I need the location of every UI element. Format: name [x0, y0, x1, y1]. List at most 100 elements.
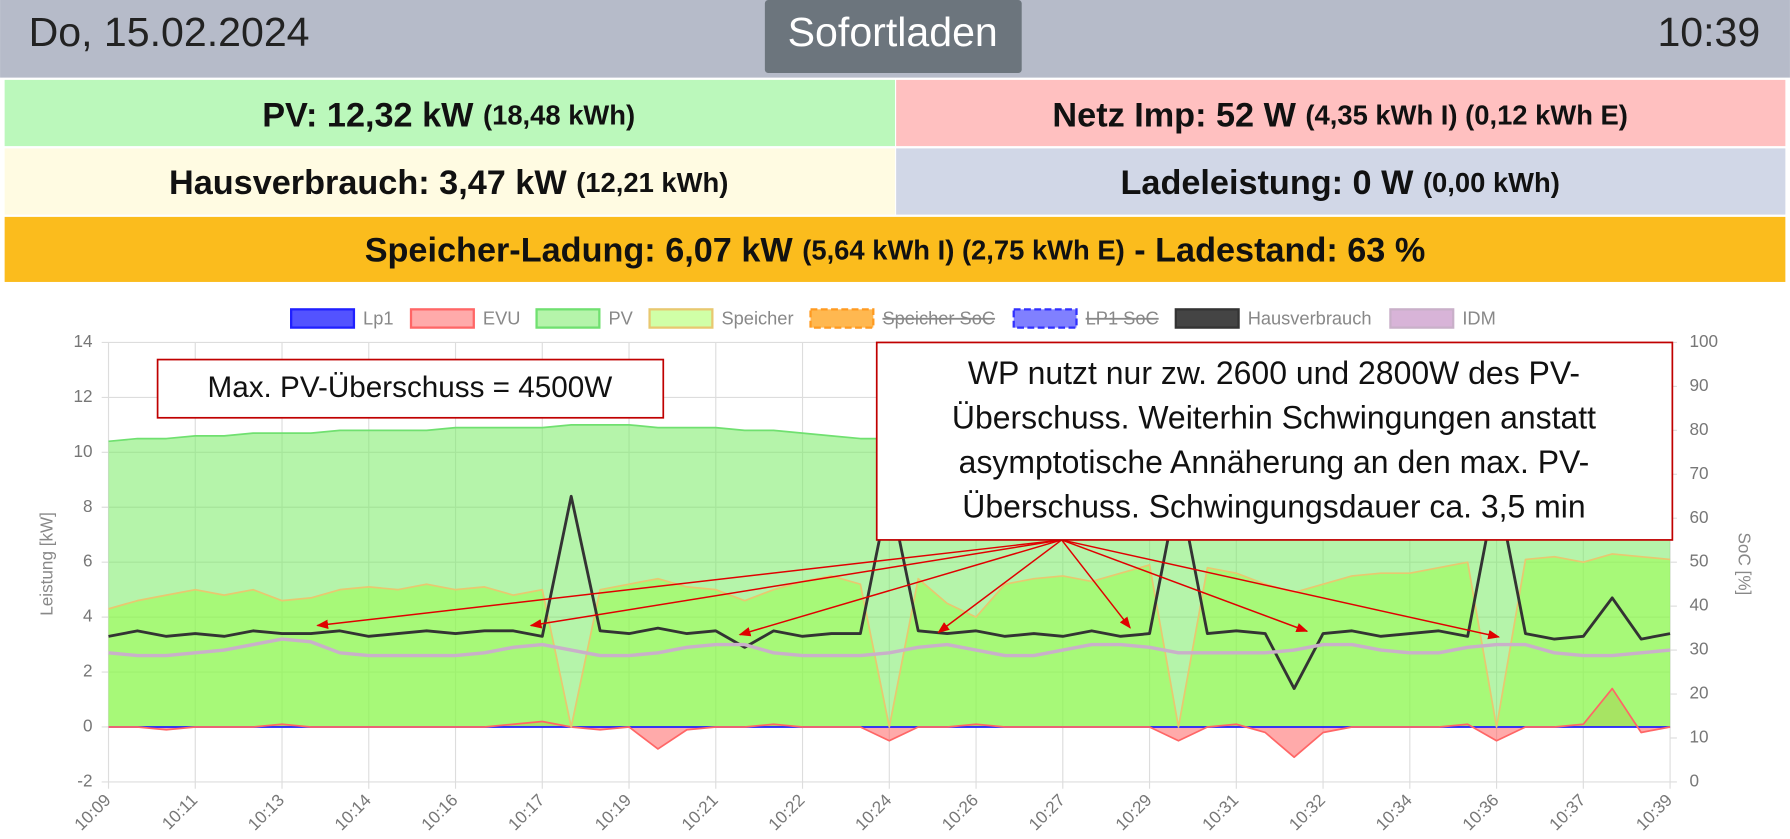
- grid-detail: (4,35 kWh I) (0,12 kWh E): [1305, 100, 1627, 131]
- x-tick-label: 10:11: [158, 790, 201, 833]
- x-tick-label: 10:13: [244, 790, 288, 834]
- annotation-arrow: [529, 539, 1062, 629]
- y2-tick-label: 90: [1689, 376, 1708, 395]
- pv-main: PV: 12,32 kW: [262, 97, 474, 135]
- legend-label[interactable]: Lp1: [363, 307, 393, 328]
- y2-tick-label: 50: [1689, 552, 1708, 571]
- annotation-text: asymptotische Annäherung an den max. PV-: [959, 444, 1590, 480]
- legend-swatch[interactable]: [409, 308, 475, 329]
- annotation-box: [875, 341, 1674, 541]
- y2-tick-label: 60: [1689, 508, 1708, 527]
- y-tick-label: 14: [73, 332, 93, 351]
- date: Do, 15.02.2024: [29, 9, 310, 55]
- charge-tile: [896, 148, 1786, 215]
- annotation-text: Überschuss. Weiterhin Schwingungen ansta…: [952, 400, 1596, 436]
- y-tick-label: 6: [83, 552, 93, 571]
- x-tick-label: 10:19: [591, 790, 635, 834]
- legend-swatch[interactable]: [1389, 308, 1455, 329]
- charge-detail: (0,00 kWh): [1423, 167, 1560, 198]
- annotation-arrow: [1061, 539, 1131, 629]
- x-tick-label: 10:24: [852, 790, 896, 834]
- house-main: Hausverbrauch: 3,47 kW: [169, 164, 567, 202]
- area-fill: [108, 553, 1671, 727]
- series-line: [108, 687, 1671, 759]
- x-tick-label: 10:39: [1632, 790, 1676, 834]
- x-tick-label: 10:22: [765, 790, 809, 834]
- x-tick-label: 10:17: [505, 790, 549, 834]
- storage-text: Speicher-Ladung: 6,07 kW (5,64 kWh I) (2…: [365, 231, 1426, 269]
- mode[interactable]: Sofortladen: [788, 9, 998, 55]
- pv-detail: (18,48 kWh): [483, 100, 635, 131]
- house-tile: [4, 148, 896, 215]
- x-tick-label: 10:27: [1025, 790, 1069, 834]
- grid-main: Netz Imp: 52 W: [1052, 97, 1296, 135]
- y-tick-label: 4: [83, 607, 93, 626]
- storage-tile: [4, 216, 1786, 282]
- x-tick-label: 10:09: [71, 790, 115, 834]
- legend-swatch[interactable]: [1012, 308, 1078, 329]
- x-tick-label: 10:37: [1546, 790, 1590, 834]
- annotation-arrow: [316, 539, 1062, 630]
- y2-tick-label: 40: [1689, 596, 1708, 615]
- x-tick-label: 10:36: [1459, 790, 1503, 834]
- y2-tick-label: 0: [1689, 771, 1699, 790]
- storage-main: Speicher-Ladung: 6,07 kW: [365, 231, 794, 269]
- series-line: [108, 637, 1671, 658]
- x-tick-label: 10:31: [1199, 790, 1243, 834]
- y-tick-label: 10: [73, 442, 92, 461]
- annotation-text: Überschuss. Schwingungsdauer ca. 3,5 min: [962, 489, 1585, 525]
- x-tick-label: 10:26: [938, 790, 982, 834]
- y-tick-label: 0: [83, 717, 93, 736]
- y-tick-label: 12: [73, 387, 92, 406]
- mode-button[interactable]: [764, 0, 1022, 74]
- area-fill: [108, 688, 1671, 758]
- charge-text: Ladeleistung: 0 W (0,00 kWh): [1121, 164, 1560, 202]
- y-axis-title: Leistung [kW]: [38, 512, 57, 616]
- pv-text: PV: 12,32 kW (18,48 kWh): [262, 97, 635, 135]
- annotation-arrow: [937, 539, 1063, 634]
- charge-main: Ladeleistung: 0 W: [1121, 164, 1415, 202]
- legend-label[interactable]: Speicher SoC: [882, 307, 995, 328]
- annotation-text: Max. PV-Überschuss = 4500W: [208, 371, 613, 404]
- grid-text: Netz Imp: 52 W (4,35 kWh I) (0,12 kWh E): [1052, 97, 1627, 135]
- annotation-arrow: [1061, 539, 1309, 632]
- x-tick-label: 10:34: [1372, 790, 1416, 834]
- time: 10:39: [1657, 9, 1760, 55]
- legend-swatch[interactable]: [648, 308, 714, 329]
- legend-label[interactable]: EVU: [483, 307, 521, 328]
- y2-tick-label: 100: [1689, 332, 1718, 351]
- annotation-text: WP nutzt nur zw. 2600 und 2800W des PV-: [968, 355, 1580, 391]
- series-line: [108, 553, 1671, 728]
- legend-label[interactable]: LP1 SoC: [1086, 307, 1159, 328]
- x-tick-label: 10:14: [331, 790, 375, 834]
- legend-swatch[interactable]: [1174, 308, 1240, 329]
- pv-tile: [4, 79, 896, 147]
- legend-swatch[interactable]: [535, 308, 601, 329]
- house-text: Hausverbrauch: 3,47 kW (12,21 kWh): [169, 164, 728, 202]
- y2-tick-label: 10: [1689, 727, 1708, 746]
- storage-detail: (5,64 kWh I) (2,75 kWh E): [802, 235, 1125, 266]
- annotation-box: [156, 358, 665, 419]
- storage-status: - Ladestand: 63 %: [1134, 231, 1425, 269]
- x-tick-label: 10:16: [418, 790, 462, 834]
- y-tick-label: 2: [83, 662, 93, 681]
- legend-label[interactable]: Hausverbrauch: [1248, 307, 1372, 328]
- y2-tick-label: 30: [1689, 640, 1708, 659]
- legend-swatch[interactable]: [809, 308, 875, 329]
- x-tick-label: 10:32: [1285, 790, 1329, 834]
- legend-label[interactable]: Speicher: [721, 307, 793, 328]
- y2-tick-label: 80: [1689, 420, 1708, 439]
- y2-axis-title: SoC [%]: [1735, 533, 1754, 596]
- y2-tick-label: 20: [1689, 684, 1708, 703]
- annotation-arrow: [1061, 539, 1501, 640]
- plot: -2 0 2 4 6 8 10 12 14 0 10 20 30 40 50 60 70 80 90 100 10:09…: [71, 307, 1718, 834]
- y2-tick-label: 70: [1689, 464, 1708, 483]
- legend-label[interactable]: IDM: [1462, 307, 1495, 328]
- house-detail: (12,21 kWh): [576, 167, 728, 198]
- legend-swatch[interactable]: [290, 308, 356, 329]
- y-tick-label: 8: [83, 497, 93, 516]
- x-tick-label: 10:21: [678, 790, 722, 834]
- legend-label[interactable]: PV: [608, 307, 633, 328]
